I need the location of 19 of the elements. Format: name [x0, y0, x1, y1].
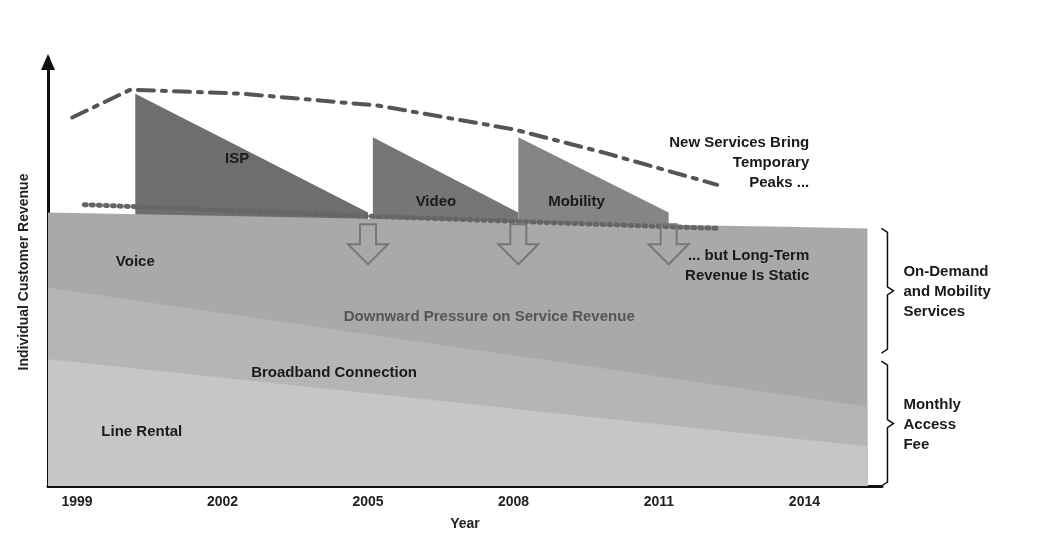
x-tick-label: 2008: [497, 493, 530, 509]
text: Monthly Access Fee: [903, 395, 962, 453]
annotation: Broadband Connection: [251, 362, 417, 380]
annotation: ... but Long-Term Revenue Is Static: [685, 245, 810, 283]
annotation: Mobility: [548, 192, 606, 210]
y-axis-title: Individual Customer Revenue: [15, 173, 31, 371]
annotation: Video: [415, 192, 457, 210]
annotation: Line Rental: [101, 422, 183, 440]
x-tick-label: 2014: [788, 493, 821, 509]
annotation: Voice: [115, 251, 155, 269]
x-tick-label: 2011: [643, 493, 675, 509]
annotation: ISP: [225, 148, 250, 166]
x-tick-label: 1999: [61, 493, 93, 509]
annotation: Downward Pressure on Service Revenue: [343, 307, 635, 325]
text: On-Demand and Mobility Services: [903, 262, 992, 320]
annotation: New Services Bring Temporary Peaks ...: [669, 132, 810, 190]
x-tick-label: 2002: [206, 493, 239, 509]
x-tick-label: 2005: [352, 493, 384, 509]
x-axis-title: Year: [450, 515, 481, 531]
